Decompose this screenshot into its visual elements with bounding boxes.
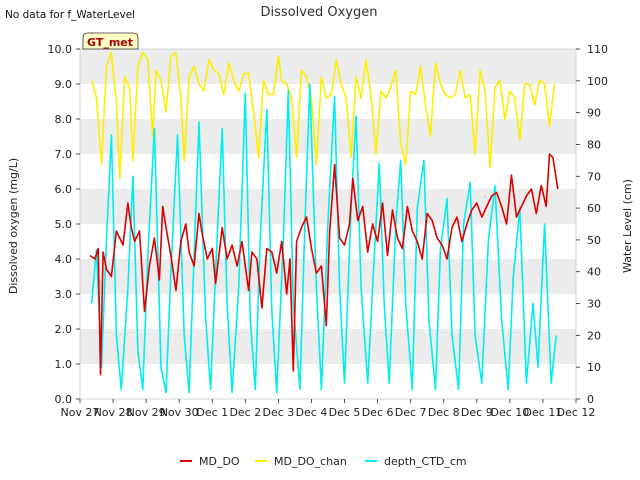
y2-tick-label: 50 bbox=[587, 234, 601, 247]
legend-label: depth_CTD_cm bbox=[384, 455, 467, 468]
y2-tick-label: 0 bbox=[587, 393, 594, 406]
x-tick-label: Dec 12 bbox=[557, 406, 596, 419]
chart-title: Dissolved Oxygen bbox=[261, 5, 378, 20]
legend-label: MD_DO bbox=[199, 455, 240, 468]
y-tick-label: 2.0 bbox=[55, 323, 73, 336]
y2-tick-label: 100 bbox=[587, 75, 608, 88]
legend-item-md-do: MD_DO bbox=[180, 455, 240, 468]
x-tick-label: Dec 1 bbox=[196, 406, 228, 419]
grid-band bbox=[80, 49, 576, 84]
y-tick-label: 3.0 bbox=[55, 288, 73, 301]
x-tick-label: Dec 5 bbox=[329, 406, 361, 419]
x-tick-label: Dec 2 bbox=[229, 406, 261, 419]
right-axis: 0 10 20 30 40 50 60 70 80 90 100 110 bbox=[576, 43, 608, 406]
badge-label: GT_met bbox=[87, 36, 133, 49]
y2-tick-label: 110 bbox=[587, 43, 608, 56]
y-tick-label: 9.0 bbox=[55, 78, 73, 91]
series-line-md-do-chan bbox=[90, 51, 556, 180]
x-tick-label: Dec 11 bbox=[524, 406, 563, 419]
y-tick-label: 1.0 bbox=[55, 358, 73, 371]
x-tick-label: Nov 30 bbox=[160, 406, 199, 419]
no-data-note: No data for f_WaterLevel bbox=[5, 9, 135, 21]
x-tick-label: Dec 7 bbox=[395, 406, 427, 419]
x-tick-label: Nov 29 bbox=[127, 406, 166, 419]
x-tick-label: Dec 8 bbox=[428, 406, 460, 419]
y-tick-label: 4.0 bbox=[55, 253, 73, 266]
series-line-depth-ctd-cm bbox=[90, 83, 557, 394]
legend: MD_DO MD_DO_chan depth_CTD_cm bbox=[180, 455, 467, 468]
legend-item-md-do-chan: MD_DO_chan bbox=[255, 455, 347, 468]
y2-axis-title: Water Level (cm) bbox=[621, 179, 634, 273]
grid-band bbox=[80, 329, 576, 364]
legend-item-depth-ctd-cm: depth_CTD_cm bbox=[365, 455, 467, 468]
y2-tick-label: 60 bbox=[587, 202, 601, 215]
left-axis: 0.0 1.0 2.0 3.0 4.0 5.0 6.0 7.0 8.0 9.0 10.0 bbox=[48, 43, 80, 406]
y-tick-label: 5.0 bbox=[55, 218, 73, 231]
y-axis-title: Dissolved oxygen (mg/L) bbox=[7, 158, 20, 294]
x-tick-label: Dec 10 bbox=[490, 406, 529, 419]
y-tick-label: 6.0 bbox=[55, 183, 73, 196]
x-tick-label: Nov 28 bbox=[94, 406, 133, 419]
y2-tick-label: 10 bbox=[587, 361, 601, 374]
x-tick-label: Dec 9 bbox=[461, 406, 493, 419]
y2-tick-label: 40 bbox=[587, 266, 601, 279]
series-line-md-do bbox=[89, 153, 559, 376]
x-tick-label: Dec 3 bbox=[263, 406, 295, 419]
y-tick-label: 0.0 bbox=[55, 393, 73, 406]
y2-tick-label: 70 bbox=[587, 170, 601, 183]
x-tick-label: Nov 27 bbox=[61, 406, 100, 419]
series-layer bbox=[89, 51, 559, 394]
y-tick-label: 10.0 bbox=[48, 43, 73, 56]
y2-tick-label: 80 bbox=[587, 138, 601, 151]
y2-tick-label: 30 bbox=[587, 298, 601, 311]
x-tick-label: Dec 6 bbox=[362, 406, 394, 419]
gt-met-badge: GT_met bbox=[82, 32, 139, 50]
y-tick-label: 8.0 bbox=[55, 113, 73, 126]
y-tick-label: 7.0 bbox=[55, 148, 73, 161]
legend-label: MD_DO_chan bbox=[274, 455, 347, 468]
y2-tick-label: 20 bbox=[587, 329, 601, 342]
y2-tick-label: 90 bbox=[587, 107, 601, 120]
x-tick-label: Dec 4 bbox=[296, 406, 328, 419]
